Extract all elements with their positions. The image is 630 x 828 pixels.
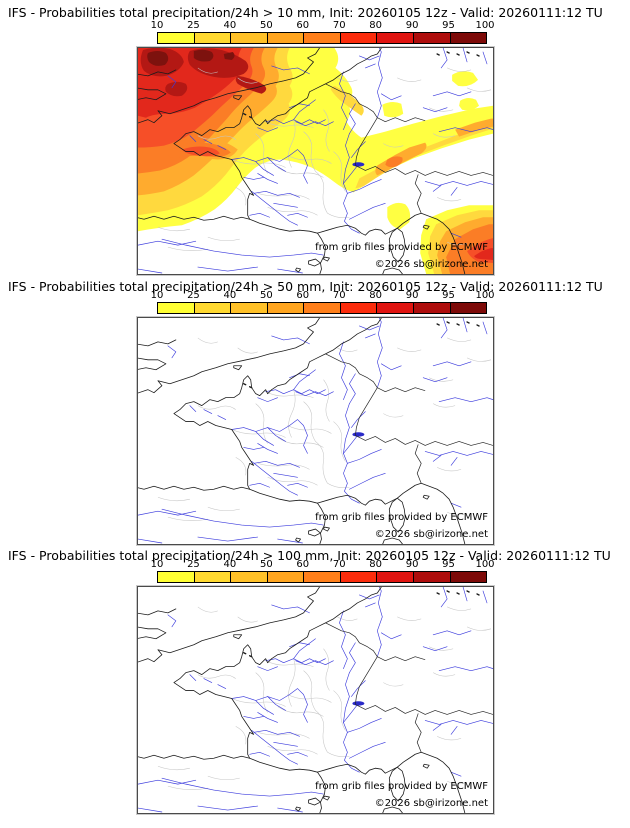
attribution-source: from grib files provided by ECMWF (315, 512, 488, 523)
probability-contour-ge-70 (181, 146, 220, 157)
colorbar-tick-label: 95 (442, 559, 455, 570)
panel1-colorbar-scale (157, 32, 487, 44)
colorbar-tick-label: 90 (405, 559, 419, 570)
panel1-colorbar: 10 25 40 50 60 70 80 90 95 100 (151, 20, 495, 44)
probability-contour-ge-10 (382, 101, 404, 118)
panel3-colorbar: 10 25 40 50 60 70 80 90 95 100 (151, 559, 495, 583)
colorbar-tick-label: 80 (369, 559, 383, 570)
colorbar-tick-label: 60 (296, 290, 310, 301)
colorbar-segment (304, 303, 341, 313)
colorbar-tick-label: 50 (259, 559, 273, 570)
probability-contour-ge-25 (138, 196, 154, 213)
probability-contour-ge-10 (387, 202, 411, 230)
precipitation-map-10mm (138, 48, 493, 274)
colorbar-tick-label: 90 (405, 20, 419, 31)
probability-contour-ge-25 (330, 85, 364, 116)
colorbar-tick-label: 70 (332, 559, 346, 570)
colorbar-segment (267, 572, 305, 582)
colorbar-tick-label: 25 (187, 559, 200, 570)
probability-contour-ge-10 (459, 98, 480, 111)
colorbar-tick-label: 80 (369, 20, 383, 31)
attribution-copyright: ©2026 sb@irizone.net (374, 259, 488, 270)
colorbar-segment (267, 33, 305, 43)
colorbar-segment (304, 572, 341, 582)
panel3-map-container: from grib files provided by ECMWF ©2026 … (137, 586, 494, 814)
probability-contours (138, 48, 493, 274)
colorbar-segment (231, 572, 268, 582)
panel3-colorbar-ticks: 10 25 40 50 60 70 80 90 95 100 (151, 559, 495, 571)
colorbar-segment (231, 33, 268, 43)
colorbar-tick-label: 100 (475, 290, 495, 301)
colorbar-segment (194, 33, 232, 43)
colorbar-tick-label: 70 (332, 290, 346, 301)
colorbar-segment (377, 572, 414, 582)
panel1-colorbar-ticks: 10 25 40 50 60 70 80 90 95 100 (151, 20, 495, 32)
colorbar-segment (377, 303, 414, 313)
panel3-title: IFS - Probabilities total precipitation/… (8, 548, 611, 563)
attribution-source: from grib files provided by ECMWF (315, 781, 488, 792)
colorbar-segment (194, 303, 232, 313)
precipitation-map-100mm (138, 587, 493, 813)
colorbar-segment (158, 33, 195, 43)
colorbar-tick-label: 50 (259, 20, 273, 31)
colorbar-segment (158, 303, 195, 313)
probability-contour-ge-90 (235, 75, 267, 94)
colorbar-segment (377, 33, 414, 43)
panel2-title: IFS - Probabilities total precipitation/… (8, 279, 603, 294)
colorbar-tick-label: 60 (296, 20, 310, 31)
colorbar-tick-label: 25 (187, 290, 200, 301)
colorbar-segment (304, 33, 341, 43)
probability-contour-ge-80 (474, 248, 493, 261)
probability-contour-ge-95 (193, 49, 214, 62)
colorbar-segment (450, 303, 487, 313)
probability-contour-ge-60 (385, 156, 403, 168)
panel2-colorbar: 10 25 40 50 60 70 80 90 95 100 (151, 290, 495, 314)
panel2-map-container: from grib files provided by ECMWF ©2026 … (137, 317, 494, 545)
colorbar-segment (158, 572, 195, 582)
colorbar-segment (231, 303, 268, 313)
colorbar-tick-label: 80 (369, 290, 383, 301)
colorbar-segment (340, 572, 378, 582)
colorbar-tick-label: 60 (296, 559, 310, 570)
attribution-copyright: ©2026 sb@irizone.net (374, 529, 488, 540)
panel2-colorbar-ticks: 10 25 40 50 60 70 80 90 95 100 (151, 290, 495, 302)
panel2-colorbar-scale (157, 302, 487, 314)
colorbar-segment (413, 303, 451, 313)
colorbar-tick-label: 95 (442, 290, 455, 301)
colorbar-tick-label: 10 (150, 290, 164, 301)
colorbar-tick-label: 40 (223, 290, 237, 301)
colorbar-segment (413, 572, 451, 582)
precipitation-map-50mm (138, 318, 493, 544)
colorbar-tick-label: 90 (405, 290, 419, 301)
colorbar-segment (450, 572, 487, 582)
colorbar-segment (450, 33, 487, 43)
colorbar-tick-label: 70 (332, 20, 346, 31)
colorbar-tick-label: 25 (187, 20, 200, 31)
panel1-map-container: from grib files provided by ECMWF ©2026 … (137, 47, 494, 275)
probability-contour-ge-95 (223, 51, 235, 60)
colorbar-tick-label: 40 (223, 20, 237, 31)
attribution-source: from grib files provided by ECMWF (315, 242, 488, 253)
colorbar-segment (194, 572, 232, 582)
colorbar-segment (413, 33, 451, 43)
probability-contour-ge-95 (147, 50, 169, 66)
colorbar-tick-label: 50 (259, 290, 273, 301)
colorbar-tick-label: 100 (475, 20, 495, 31)
colorbar-tick-label: 100 (475, 559, 495, 570)
panel3-colorbar-scale (157, 571, 487, 583)
panel1-title: IFS - Probabilities total precipitation/… (8, 5, 603, 20)
probability-contour-ge-40 (455, 118, 493, 137)
probability-contour-ge-90 (165, 81, 188, 97)
colorbar-segment (340, 33, 378, 43)
colorbar-tick-label: 95 (442, 20, 455, 31)
probability-contour-ge-25 (355, 120, 493, 189)
probability-contour-ge-10 (452, 71, 479, 87)
colorbar-tick-label: 10 (150, 20, 164, 31)
colorbar-tick-label: 40 (223, 559, 237, 570)
colorbar-tick-label: 10 (150, 559, 164, 570)
colorbar-segment (267, 303, 305, 313)
colorbar-segment (340, 303, 378, 313)
attribution-copyright: ©2026 sb@irizone.net (374, 798, 488, 809)
